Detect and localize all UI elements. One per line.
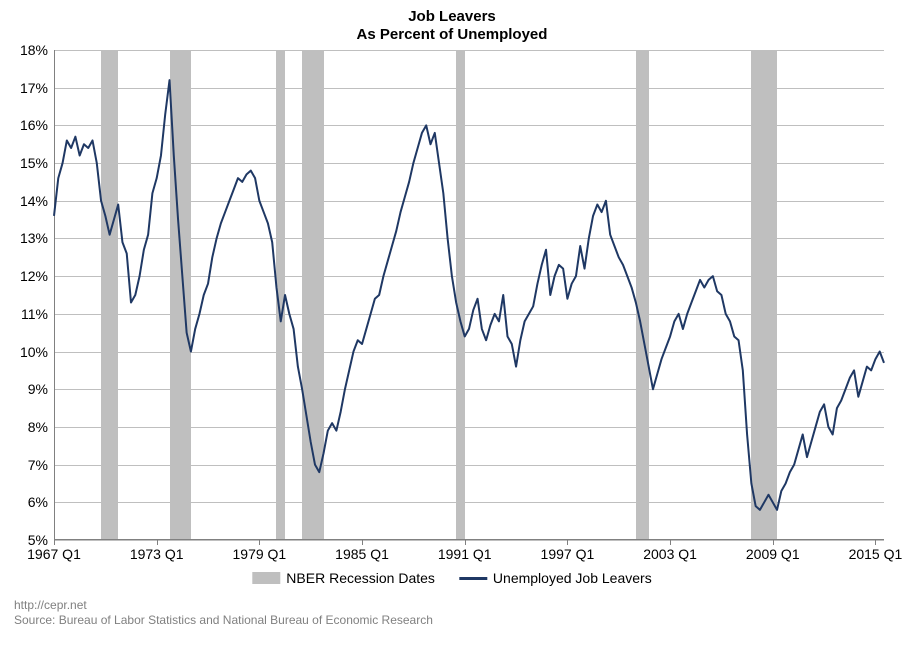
title-line-1: Job Leavers bbox=[0, 8, 904, 26]
x-tick-label: 1997 Q1 bbox=[541, 546, 595, 562]
series-layer bbox=[54, 50, 884, 540]
y-tick-label: 17% bbox=[20, 80, 48, 96]
x-tick bbox=[54, 540, 55, 545]
y-tick-label: 6% bbox=[28, 494, 48, 510]
y-tick-label: 7% bbox=[28, 457, 48, 473]
chart-container: Job Leavers As Percent of Unemployed 5%6… bbox=[0, 0, 904, 645]
x-tick-label: 1979 Q1 bbox=[233, 546, 287, 562]
x-tick bbox=[670, 540, 671, 545]
y-tick-label: 10% bbox=[20, 344, 48, 360]
y-tick-label: 18% bbox=[20, 42, 48, 58]
legend-swatch bbox=[252, 572, 280, 584]
x-tick bbox=[465, 540, 466, 545]
legend-label: NBER Recession Dates bbox=[286, 570, 435, 586]
x-tick bbox=[157, 540, 158, 545]
x-tick-label: 1985 Q1 bbox=[335, 546, 389, 562]
y-tick-label: 16% bbox=[20, 117, 48, 133]
y-tick-label: 14% bbox=[20, 193, 48, 209]
legend-item: NBER Recession Dates bbox=[252, 570, 435, 586]
plot-area: 5%6%7%8%9%10%11%12%13%14%15%16%17%18%196… bbox=[54, 50, 884, 540]
chart-title: Job Leavers As Percent of Unemployed bbox=[0, 8, 904, 44]
y-tick-label: 13% bbox=[20, 230, 48, 246]
x-tick-label: 1973 Q1 bbox=[130, 546, 184, 562]
series-line bbox=[54, 80, 884, 510]
x-tick bbox=[567, 540, 568, 545]
gridline bbox=[54, 540, 884, 541]
legend-label: Unemployed Job Leavers bbox=[493, 570, 652, 586]
legend: NBER Recession Dates Unemployed Job Leave… bbox=[252, 570, 651, 586]
x-tick-label: 1991 Q1 bbox=[438, 546, 492, 562]
footer: http://cepr.netSource: Bureau of Labor S… bbox=[14, 598, 433, 628]
y-tick-label: 11% bbox=[21, 306, 48, 322]
title-line-2: As Percent of Unemployed bbox=[0, 26, 904, 44]
x-tick bbox=[773, 540, 774, 545]
y-tick-label: 8% bbox=[28, 419, 48, 435]
x-tick bbox=[875, 540, 876, 545]
legend-item: Unemployed Job Leavers bbox=[459, 570, 652, 586]
x-tick bbox=[259, 540, 260, 545]
x-tick bbox=[362, 540, 363, 545]
footer-line: Source: Bureau of Labor Statistics and N… bbox=[14, 613, 433, 628]
footer-line: http://cepr.net bbox=[14, 598, 433, 613]
y-tick-label: 12% bbox=[20, 268, 48, 284]
y-tick-label: 15% bbox=[20, 155, 48, 171]
y-tick-label: 9% bbox=[28, 381, 48, 397]
x-tick-label: 2015 Q1 bbox=[849, 546, 903, 562]
legend-swatch bbox=[459, 577, 487, 580]
x-tick-label: 2003 Q1 bbox=[643, 546, 697, 562]
x-tick-label: 1967 Q1 bbox=[27, 546, 81, 562]
x-tick-label: 2009 Q1 bbox=[746, 546, 800, 562]
